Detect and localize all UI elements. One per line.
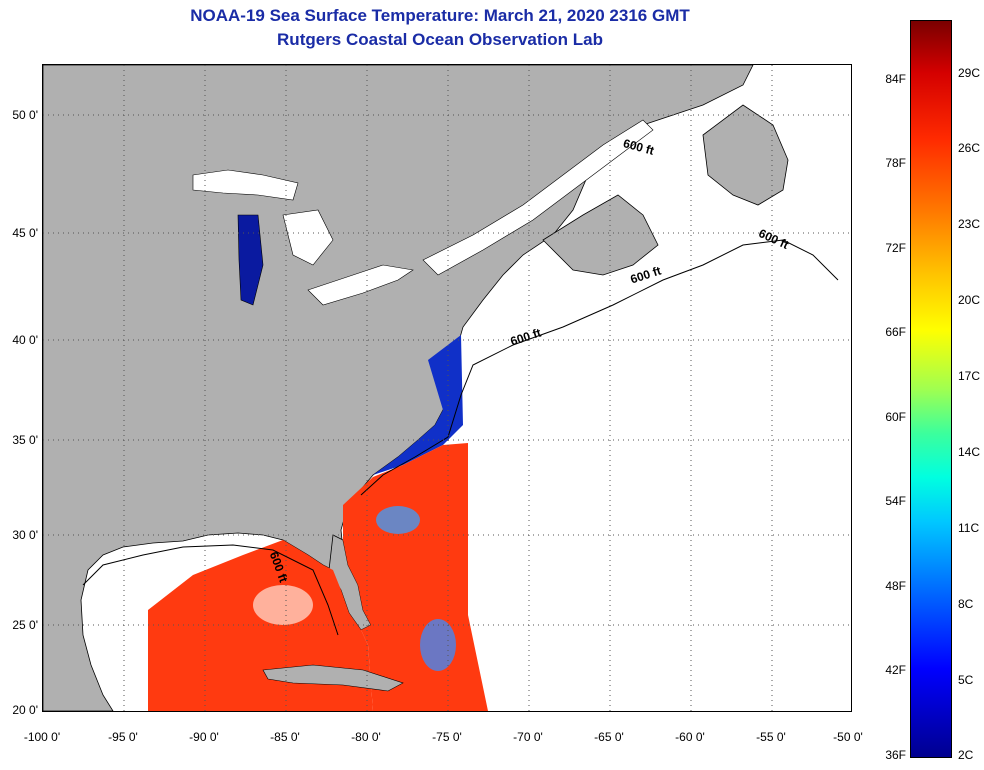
lake-michigan [237,214,264,306]
lake-erie-ontario [307,264,414,306]
land-newfoundland [702,104,789,206]
cb-c-14: 14C [958,445,981,459]
land-maritimes [542,194,659,276]
lon-label-75: -75 0' [432,730,462,744]
cb-f-60: 60F [885,410,906,424]
lon-label-95: -95 0' [108,730,138,744]
temperature-colorbar [910,20,952,758]
lon-label-60: -60 0' [675,730,705,744]
lon-label-90: -90 0' [189,730,219,744]
lat-label-40: 40 0' [12,333,38,347]
cb-c-26: 26C [958,141,981,155]
lon-label-80: -80 0' [351,730,381,744]
sst-map-canvas [43,65,851,711]
cb-f-48: 48F [885,579,906,593]
lake-huron [282,209,334,266]
cb-f-84: 84F [885,72,906,86]
cb-f-66: 66F [885,325,906,339]
contour-600ft-atlantic [360,239,839,496]
lat-label-20: 20 0' [12,703,38,717]
lat-label-45: 45 0' [12,226,38,240]
lon-label-85: -85 0' [270,730,300,744]
cb-c-5: 5C [958,673,974,687]
lake-superior [192,169,299,201]
lon-label-50: -50 0' [833,730,863,744]
cb-f-54: 54F [885,494,906,508]
lon-label-65: -65 0' [594,730,624,744]
cb-c-23: 23C [958,217,981,231]
cb-c-2: 2C [958,748,974,762]
cool-eddy-1 [376,506,420,534]
cb-f-72: 72F [885,241,906,255]
lat-label-50: 50 0' [12,108,38,122]
lat-label-25: 25 0' [12,618,38,632]
contour-600ft [82,544,339,636]
lat-label-30: 30 0' [12,528,38,542]
cb-f-78: 78F [885,156,906,170]
lat-label-35: 35 0' [12,433,38,447]
cb-f-42: 42F [885,663,906,677]
cloud-patch [253,585,313,625]
cb-c-8: 8C [958,597,974,611]
map-subtitle: Rutgers Coastal Ocean Observation Lab [277,30,603,49]
st-lawrence [422,119,654,276]
sst-map[interactable] [42,64,852,712]
cool-eddy-2 [420,619,456,671]
cb-c-29: 29C [958,66,981,80]
cb-c-11: 11C [958,521,980,535]
lon-label-70: -70 0' [513,730,543,744]
cb-f-36: 36F [885,748,906,762]
land-cuba [262,664,404,692]
cb-c-20: 20C [958,293,981,307]
lon-label-100: -100 0' [23,730,61,744]
cold-water-mid-atlantic [373,335,463,475]
lon-label-55: -55 0' [756,730,786,744]
map-title: NOAA-19 Sea Surface Temperature: March 2… [190,6,690,25]
cb-c-17: 17C [958,369,981,383]
